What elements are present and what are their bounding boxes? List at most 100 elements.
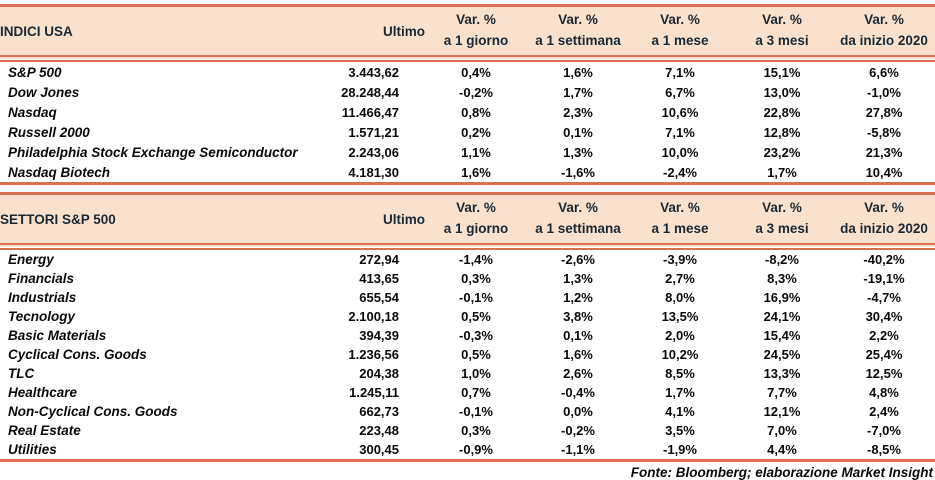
var-ytd: 12,5% <box>865 366 903 381</box>
table-row: Financials 413,65 0,3% 1,3% 2,7% 8,3% -1… <box>0 269 935 288</box>
var-ytd: 30,4% <box>865 309 903 324</box>
sectors-table: SETTORI S&P 500 Ultimo Var. % a 1 giorno … <box>0 192 935 462</box>
var-1m: -3,9% <box>663 252 697 267</box>
indices-header-row: INDICI USA Ultimo Var. % a 1 giorno Var. … <box>0 4 935 62</box>
section-title-indici-usa: INDICI USA <box>0 4 340 62</box>
var-3m: 24,1% <box>763 309 801 324</box>
var-label: Var. % <box>456 12 496 28</box>
ultimo-value: 11.466,47 <box>341 104 399 120</box>
period-label: a 1 mese <box>651 33 709 48</box>
var-1w: 1,3% <box>563 271 593 286</box>
table-row: Healthcare 1.245,11 0,7% -0,4% 1,7% 7,7%… <box>0 383 935 402</box>
table-row: Utilities 300,45 -0,9% -1,1% -1,9% 4,4% … <box>0 440 935 462</box>
table-row: Nasdaq Biotech 4.181,30 1,6% -1,6% -2,4%… <box>0 162 935 185</box>
table-row: TLC 204,38 1,0% 2,6% 8,5% 13,3% 12,5% <box>0 364 935 383</box>
var-ytd: 10,4% <box>833 162 935 185</box>
var-1m: 4,1% <box>665 404 695 419</box>
var-1w: 3,8% <box>563 309 593 324</box>
var-1w: -1,1% <box>527 440 629 462</box>
var-label: Var. % <box>660 12 700 28</box>
period-label: a 1 settimana <box>535 221 621 236</box>
var-3m: 15,1% <box>763 64 801 80</box>
var-1w: -0,2% <box>561 423 595 438</box>
var-3m: 12,8% <box>763 124 801 140</box>
ultimo-value: 300,45 <box>340 440 425 462</box>
var-1w: 2,3% <box>563 104 593 120</box>
var-1w: 0,1% <box>563 124 593 140</box>
var-3m: 8,3% <box>767 271 797 286</box>
col-header-var-3-mesi: Var. % a 3 mesi <box>731 4 833 62</box>
col-header-var-1-giorno: Var. % a 1 giorno <box>425 192 527 250</box>
var-ytd: 27,8% <box>865 104 903 120</box>
var-1m: -1,9% <box>629 440 731 462</box>
sector-name: Tecnology <box>8 309 76 324</box>
var-ytd: 2,2% <box>869 328 899 343</box>
var-ytd: 6,6% <box>869 64 899 80</box>
table-row: S&P 500 3.443,62 0,4% 1,6% 7,1% 15,1% 6,… <box>0 59 935 83</box>
var-3m: 7,0% <box>767 423 797 438</box>
var-1m: 6,7% <box>665 84 695 100</box>
var-1d: 1,1% <box>461 144 491 160</box>
var-1d: -0,2% <box>459 84 493 100</box>
var-1m: 8,0% <box>665 290 695 305</box>
period-label: a 1 mese <box>651 221 709 236</box>
var-3m: -8,2% <box>765 252 799 267</box>
table-row: Philadelphia Stock Exchange Semiconducto… <box>0 142 935 162</box>
var-1d: 0,3% <box>461 271 491 286</box>
col-header-var-1-mese: Var. % a 1 mese <box>629 4 731 62</box>
var-3m: 22,8% <box>763 104 801 120</box>
var-3m: 13,0% <box>763 84 801 100</box>
table-row: Energy 272,94 -1,4% -2,6% -3,9% -8,2% -4… <box>0 247 935 270</box>
table-row: Real Estate 223,48 0,3% -0,2% 3,5% 7,0% … <box>0 421 935 440</box>
index-name: Nasdaq <box>8 104 57 120</box>
sector-name: Basic Materials <box>8 328 107 343</box>
var-ytd: -5,8% <box>867 124 901 140</box>
table-row: Basic Materials 394,39 -0,3% 0,1% 2,0% 1… <box>0 326 935 345</box>
index-name: Philadelphia Stock Exchange Semiconducto… <box>8 144 298 160</box>
var-1m: 10,0% <box>661 144 699 160</box>
var-1m: 13,5% <box>661 309 699 324</box>
ultimo-value: 655,54 <box>359 290 399 305</box>
ultimo-value: 662,73 <box>359 404 399 419</box>
table-row: Cyclical Cons. Goods 1.236,56 0,5% 1,6% … <box>0 345 935 364</box>
sector-name: Industrials <box>8 290 77 305</box>
var-3m: 1,7% <box>731 162 833 185</box>
col-header-var-inizio-2020: Var. % da inizio 2020 <box>833 4 935 62</box>
period-label: a 3 mesi <box>755 33 809 48</box>
var-1w: 0,1% <box>563 328 593 343</box>
var-1m: 2,0% <box>665 328 695 343</box>
var-ytd: -7,0% <box>867 423 901 438</box>
sector-name: Energy <box>8 252 54 267</box>
var-1d: 0,5% <box>461 347 491 362</box>
ultimo-value: 272,94 <box>359 252 399 267</box>
var-1w: -0,4% <box>561 385 595 400</box>
var-3m: 24,5% <box>763 347 801 362</box>
var-1d: 0,7% <box>461 385 491 400</box>
period-label: da inizio 2020 <box>840 221 928 236</box>
ultimo-value: 3.443,62 <box>348 64 399 80</box>
ultimo-value: 394,39 <box>359 328 399 343</box>
sector-name: Non-Cyclical Cons. Goods <box>8 404 178 419</box>
var-3m: 7,7% <box>767 385 797 400</box>
table-row: Tecnology 2.100,18 0,5% 3,8% 13,5% 24,1%… <box>0 307 935 326</box>
var-label: Var. % <box>864 200 904 216</box>
var-1m: 3,5% <box>665 423 695 438</box>
var-1d: 1,6% <box>425 162 527 185</box>
var-label: Var. % <box>558 200 598 216</box>
period-label: a 1 giorno <box>443 33 509 48</box>
ultimo-value: 1.236,56 <box>348 347 399 362</box>
var-1w: 1,6% <box>563 347 593 362</box>
var-1d: -0,3% <box>459 328 493 343</box>
var-1m: 10,2% <box>661 347 699 362</box>
period-label: a 1 giorno <box>443 221 509 236</box>
sector-name: Real Estate <box>8 423 81 438</box>
var-1d: -0,1% <box>459 290 493 305</box>
var-ytd: -4,7% <box>867 290 901 305</box>
period-label: a 1 settimana <box>535 33 621 48</box>
var-1d: 0,3% <box>461 423 491 438</box>
var-3m: 12,1% <box>763 404 801 419</box>
table-row: Non-Cyclical Cons. Goods 662,73 -0,1% 0,… <box>0 402 935 421</box>
var-1w: 2,6% <box>563 366 593 381</box>
var-1m: 7,1% <box>665 64 695 80</box>
var-3m: 15,4% <box>763 328 801 343</box>
